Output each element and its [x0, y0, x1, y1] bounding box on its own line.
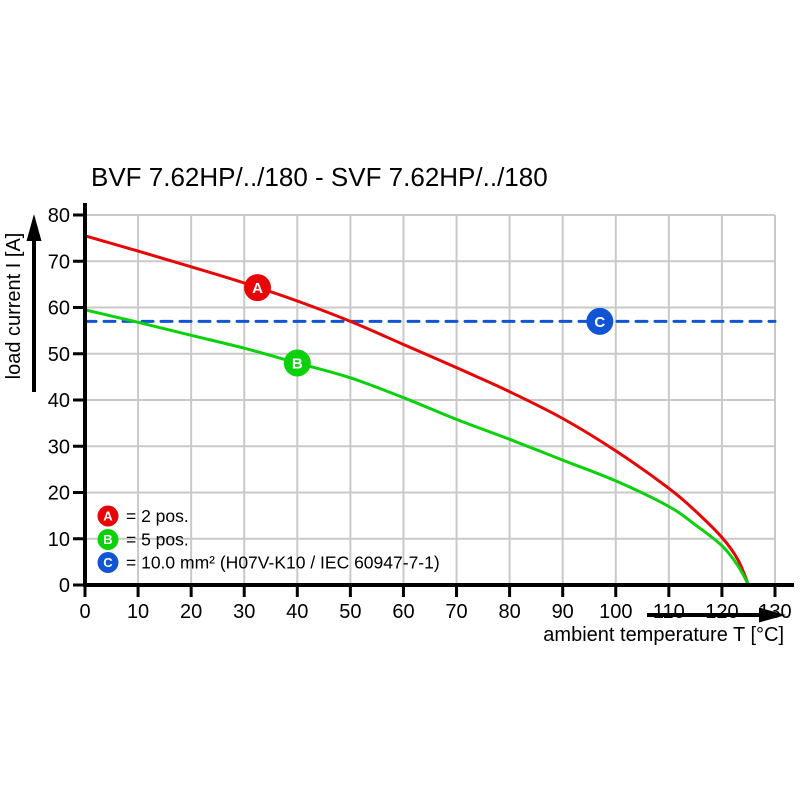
legend-marker-c-letter: C: [103, 555, 113, 570]
legend-marker-a-letter: A: [103, 509, 113, 524]
x-axis-arrow-icon: [647, 607, 786, 623]
legend-marker-c-icon: [97, 552, 119, 573]
x-tick-label: 40: [286, 601, 308, 623]
marker-a-letter: A: [252, 280, 263, 297]
marker-a-icon: [244, 274, 271, 302]
y-tick-label: 70: [48, 251, 70, 273]
legend-item-c: C = 10.0 mm² (H07V-K10 / IEC 60947-7-1): [97, 552, 440, 573]
x-tick-label: 80: [498, 601, 520, 623]
x-tick-label: 110: [653, 601, 685, 623]
y-axis-arrow-icon: [26, 214, 42, 392]
legend-label-b: = 5 pos.: [126, 530, 189, 550]
x-tick-label: 10: [127, 601, 149, 623]
curve-markers: A B C: [244, 274, 614, 377]
legend: A = 2 pos. B = 5 pos. C = 10.0 mm² (H07V…: [97, 505, 440, 573]
y-tick-label: 50: [48, 344, 70, 366]
x-tick-label: 90: [552, 601, 574, 623]
y-tick-label: 0: [59, 575, 70, 597]
x-tick-label: 100: [599, 601, 632, 623]
series-curve-B: [83, 308, 750, 587]
legend-item-b: B = 5 pos.: [97, 529, 189, 550]
y-tick-label: 80: [48, 205, 70, 227]
x-tick-label: 70: [445, 601, 467, 623]
marker-c-icon: [586, 307, 614, 335]
legend-marker-b-letter: B: [103, 532, 112, 547]
y-tick-label: 40: [48, 390, 70, 412]
x-tick-label: 20: [180, 601, 202, 623]
derating-curves: [83, 234, 750, 587]
legend-marker-b-icon: [97, 529, 119, 550]
marker-c-letter: C: [594, 314, 605, 331]
x-tick-label: 30: [233, 601, 255, 623]
legend-label-c: = 10.0 mm² (H07V-K10 / IEC 60947-7-1): [126, 553, 440, 573]
y-tick-label: 60: [48, 298, 70, 320]
legend-marker-a-icon: [97, 505, 119, 527]
series-curve-A: [83, 234, 750, 587]
chart-title: BVF 7.62HP/../180 - SVF 7.62HP/../180: [91, 162, 548, 192]
axes: [73, 203, 794, 597]
y-tick-label: 10: [48, 529, 70, 551]
x-tick-label: 120: [705, 601, 738, 623]
y-tick-label: 30: [48, 436, 70, 458]
x-tick-label: 50: [339, 601, 361, 623]
y-axis-label: load current I [A]: [3, 233, 25, 380]
y-tick-label: 20: [48, 483, 70, 505]
marker-b-letter: B: [292, 356, 303, 373]
marker-b-icon: [283, 349, 311, 377]
legend-label-a: = 2 pos.: [126, 506, 189, 526]
grid-lines: [85, 214, 776, 585]
x-axis-label: ambient temperature T [°C]: [543, 624, 784, 646]
tick-labels: 0102030405060708090100110120130010203040…: [48, 205, 792, 623]
legend-item-a: A = 2 pos.: [97, 505, 189, 527]
x-tick-label: 60: [392, 601, 414, 623]
x-tick-label: 0: [79, 601, 90, 623]
